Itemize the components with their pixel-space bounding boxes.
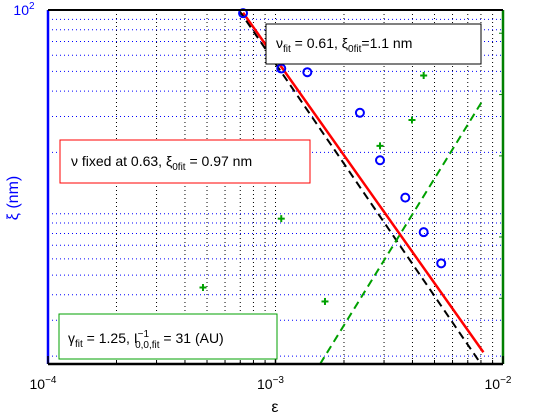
- circle-point: [400, 192, 411, 203]
- y-tick-base: 10: [13, 2, 29, 18]
- fit-lines: [238, 9, 485, 365]
- y-tick-label: 102: [13, 1, 35, 18]
- x-tick-base: 10: [485, 376, 501, 392]
- circle-point: [302, 67, 313, 78]
- fit-gamma-annotation: γfit = 1.25, I−1 0,0,fit = 31 (AU): [58, 313, 278, 360]
- plus-point: [277, 215, 285, 223]
- fit-line-free: [242, 11, 485, 353]
- y-axis-label: ξ (nm): [5, 176, 22, 221]
- fit-fixed-box: [59, 139, 311, 184]
- x-tick-exp: −2: [500, 375, 512, 386]
- grid: [48, 9, 503, 364]
- x-tick-exp: −4: [45, 375, 57, 386]
- circle-point: [276, 63, 287, 74]
- data-points: [199, 8, 447, 305]
- fit-fixed-text: ν fixed at 0.63, ξ0fit = 0.97 nm: [71, 153, 252, 173]
- plus-point: [420, 72, 428, 80]
- plus-point: [408, 116, 416, 124]
- fit-gamma-text: γfit = 1.25, I−1 0,0,fit = 31 (AU): [68, 329, 224, 351]
- x-tick-label: 10−3: [257, 375, 284, 392]
- plus-point: [199, 283, 207, 291]
- plus-point: [376, 142, 384, 150]
- fit-free-box: [265, 23, 482, 65]
- x-tick-label: 10−2: [485, 375, 512, 392]
- fit-free-text: νfit = 0.61, ξ0fit=1.1 nm: [276, 35, 412, 55]
- x-tick-base: 10: [257, 376, 273, 392]
- y-tick-exp: 2: [29, 1, 35, 12]
- x-axis-label: ε: [271, 399, 278, 414]
- x-tick-base: 10: [30, 376, 46, 392]
- x-tick-label: 10−4: [30, 375, 57, 392]
- circle-point: [375, 155, 386, 166]
- fit-line-fixed: [238, 9, 482, 365]
- fit-gamma-box: [58, 313, 278, 360]
- fit-fixed-annotation: ν fixed at 0.63, ξ0fit = 0.97 nm: [59, 139, 311, 184]
- fit-free-annotation: νfit = 0.61, ξ0fit=1.1 nm: [265, 23, 482, 65]
- x-tick-exp: −3: [273, 375, 285, 386]
- circle-point: [436, 258, 447, 269]
- circle-point: [418, 227, 429, 238]
- circle-point: [354, 107, 365, 118]
- plus-point: [321, 297, 329, 305]
